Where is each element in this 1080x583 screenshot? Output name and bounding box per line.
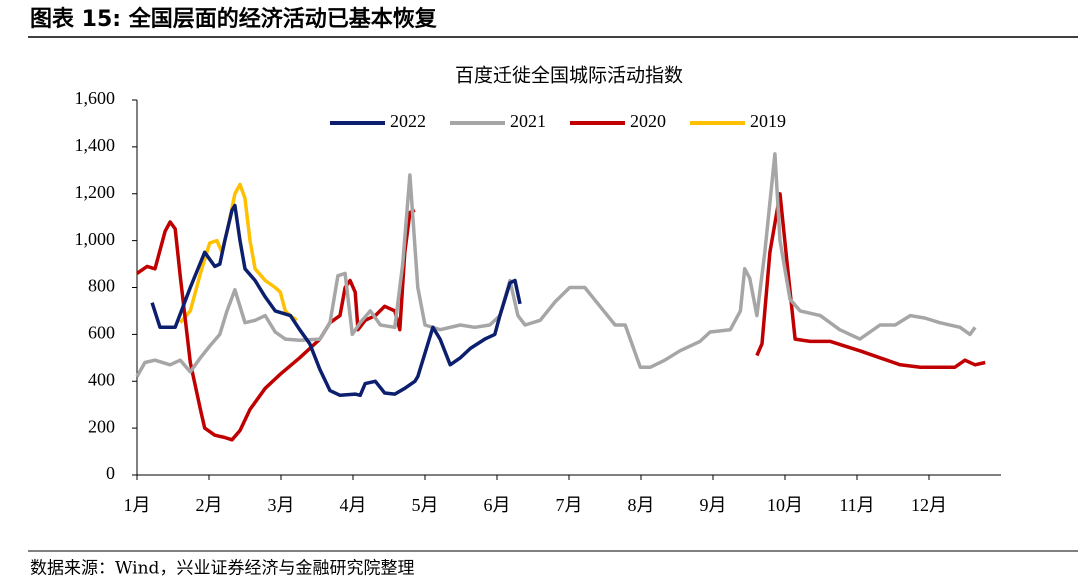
x-tick-label: 10月 [767,495,803,515]
x-tick-label: 2月 [196,495,223,515]
footer-source: 数据来源：Wind，兴业证券经济与金融研究院整理 [30,559,414,579]
x-tick-label: 3月 [268,495,295,515]
y-tick-label: 1,400 [75,135,116,155]
y-tick-label: 1,600 [75,88,116,108]
legend-label: 2020 [630,111,666,131]
x-tick-label: 7月 [556,495,583,515]
legend-label: 2021 [510,111,546,131]
x-tick-label: 4月 [340,495,367,515]
series-line [178,182,298,324]
y-tick-label: 0 [106,463,115,483]
y-tick-label: 200 [88,416,115,436]
series-line [150,203,522,398]
y-tick-label: 600 [88,323,115,343]
series-line [135,152,977,378]
legend-label: 2019 [750,111,786,131]
y-tick-label: 400 [88,369,115,389]
y-tick-label: 800 [88,276,115,296]
x-tick-label: 6月 [484,495,511,515]
x-tick-label: 8月 [628,495,655,515]
legend-label: 2022 [390,111,426,131]
header-title: 图表 15: 全国层面的经济活动已基本恢复 [30,6,438,32]
y-tick-label: 1,000 [75,229,116,249]
x-tick-label: 1月 [124,495,151,515]
x-tick-label: 11月 [839,495,874,515]
y-tick-label: 1,200 [75,182,116,202]
x-tick-label: 12月 [911,495,947,515]
chart-title: 百度迁徙全国城际活动指数 [455,65,683,87]
x-tick-label: 5月 [412,495,439,515]
x-tick-label: 9月 [700,495,727,515]
